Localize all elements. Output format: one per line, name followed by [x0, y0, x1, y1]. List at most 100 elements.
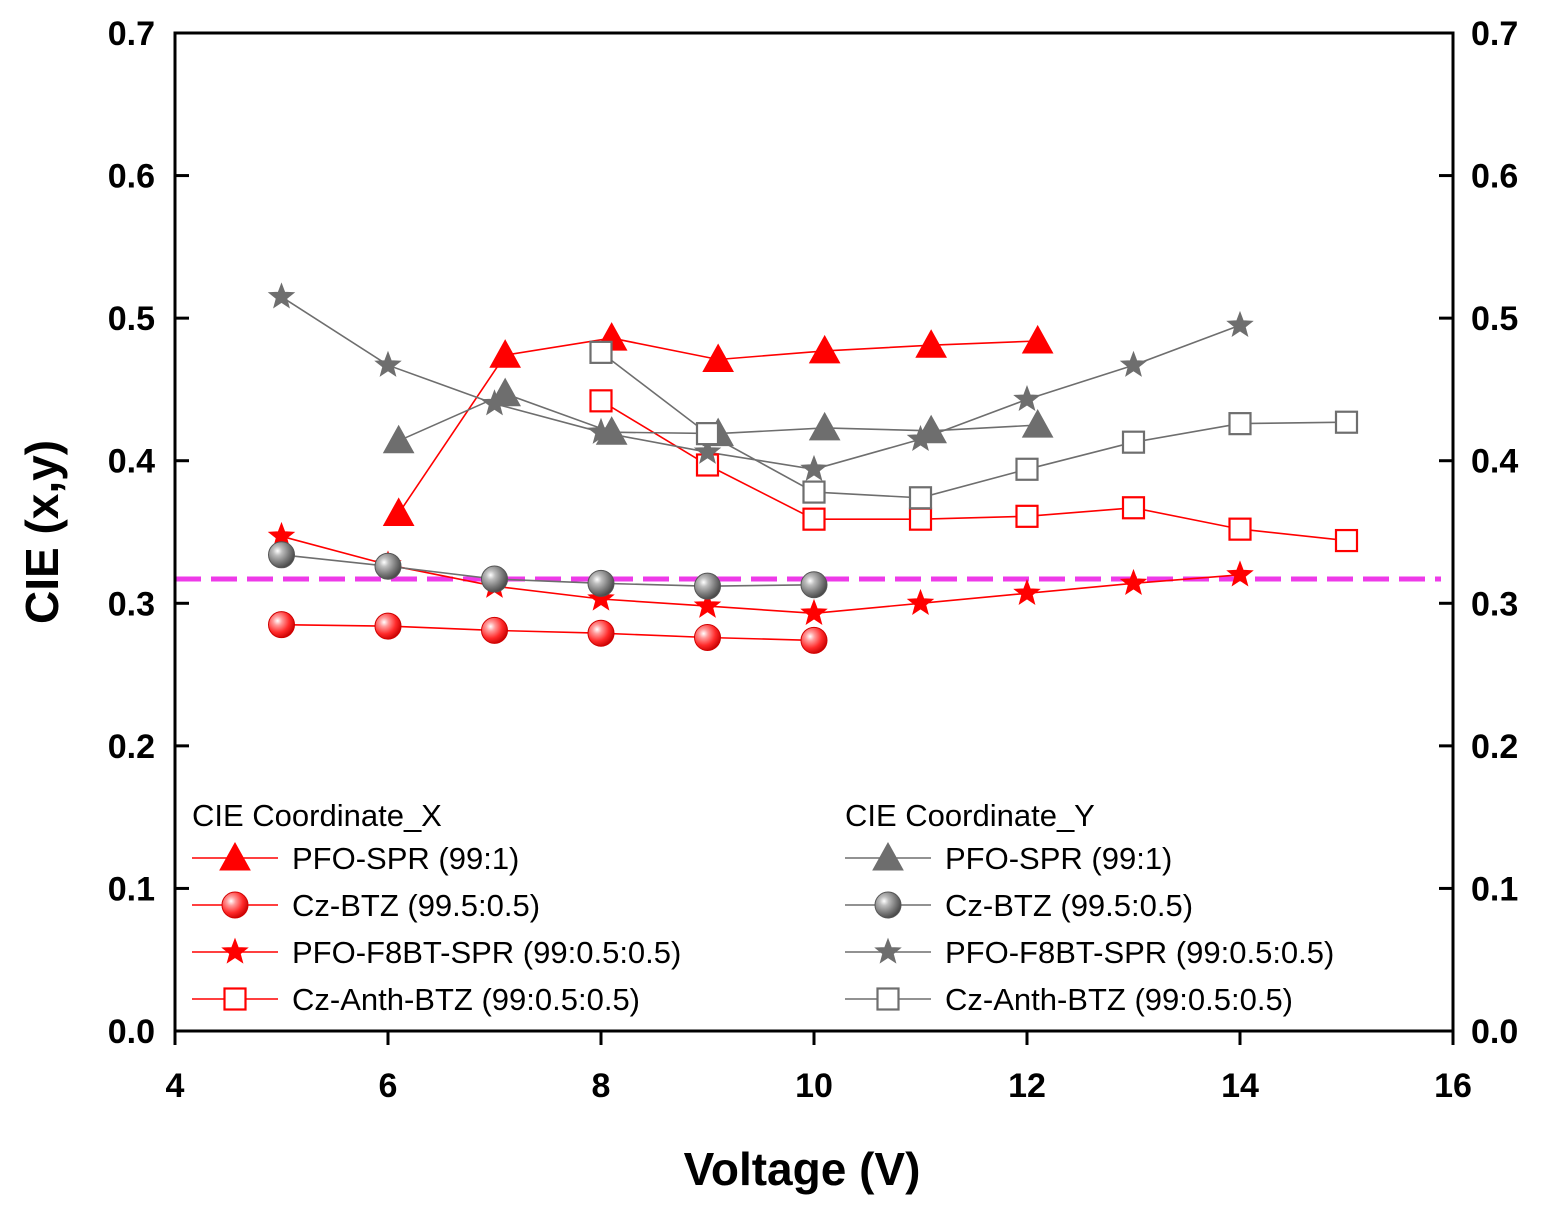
data-point-x-3	[908, 507, 933, 531]
data-point-y-6	[800, 454, 828, 481]
data-point-y-6	[374, 350, 402, 377]
y-tick-label-left: 0.0	[108, 1013, 155, 1051]
legend-marker	[876, 987, 900, 1011]
data-point-y-7	[1334, 410, 1359, 434]
legend-marker	[219, 841, 251, 871]
legend-label-x-0: PFO-SPR (99:1)	[292, 841, 519, 876]
x-tick-label: 6	[379, 1067, 398, 1105]
data-point-x-1	[374, 612, 402, 640]
data-point-x-1	[481, 616, 508, 644]
x-tick-label: 10	[795, 1067, 833, 1105]
y-tick-label-left: 0.5	[108, 300, 155, 338]
data-point-x-2	[587, 584, 615, 611]
data-point-x-1	[800, 626, 828, 654]
x-tick-label: 14	[1221, 1067, 1259, 1105]
data-point-y-4	[382, 424, 415, 454]
data-point-y-5	[374, 552, 402, 580]
y-tick-label-left: 0.1	[108, 870, 155, 908]
data-point-y-4	[808, 411, 841, 441]
data-point-x-3	[802, 507, 826, 531]
data-point-x-3	[1228, 517, 1252, 541]
legend-marker	[874, 937, 902, 964]
legend-label-y-2: PFO-F8BT-SPR (99:0.5:0.5)	[945, 935, 1334, 970]
data-point-x-0	[702, 343, 734, 372]
data-point-y-5	[587, 569, 615, 597]
legend-marker	[221, 937, 249, 964]
data-point-y-6	[1013, 384, 1041, 412]
data-point-y-7	[1015, 457, 1039, 481]
data-point-y-6	[693, 437, 722, 464]
data-point-x-3	[1121, 496, 1146, 520]
x-axis-title: Voltage (V)	[684, 1143, 921, 1195]
data-point-y-6	[587, 417, 615, 444]
y-tick-label-right: 0.1	[1471, 870, 1518, 908]
y-axis-left: 0.0 0.1 0.2 0.3 0.4 0.5 0.6 0.7	[108, 15, 189, 1051]
data-point-x-2	[800, 598, 828, 625]
data-point-x-0	[382, 497, 415, 526]
y-tick-label-left: 0.7	[108, 15, 155, 53]
data-point-x-2	[906, 588, 935, 615]
legend: CIE Coordinate_X CIE Coordinate_Y PFO-SP…	[192, 798, 1334, 1017]
data-point-y-7	[1121, 430, 1146, 454]
y-axis-right: 0.0 0.1 0.2 0.3 0.4 0.5 0.6 0.7	[1439, 15, 1518, 1051]
y-tick-label-right: 0.6	[1471, 158, 1518, 196]
data-point-x-1	[587, 619, 615, 647]
series-markers-layer	[267, 282, 1359, 654]
y-tick-label-right: 0.3	[1471, 585, 1518, 623]
series-line-y-5	[281, 554, 815, 588]
legend-label-x-3: Cz-Anth-BTZ (99:0.5:0.5)	[292, 982, 640, 1017]
x-tick-label: 12	[1008, 1067, 1046, 1105]
data-point-x-1	[268, 611, 295, 639]
y-tick-label-left: 0.6	[108, 158, 155, 196]
data-point-y-7	[589, 340, 613, 364]
data-point-x-0	[808, 334, 841, 364]
series-line-x-2	[281, 535, 1241, 615]
data-point-y-7	[802, 480, 826, 504]
legend-label-x-2: PFO-F8BT-SPR (99:0.5:0.5)	[292, 935, 681, 970]
data-point-y-5	[800, 571, 828, 599]
data-point-x-0	[489, 339, 521, 368]
data-point-x-2	[693, 591, 722, 618]
data-point-x-3	[589, 389, 613, 413]
series-line-x-1	[281, 623, 815, 642]
y-tick-label-right: 0.2	[1471, 728, 1518, 766]
y-tick-label-left: 0.4	[108, 443, 155, 481]
y-tick-label-left: 0.3	[108, 585, 155, 623]
data-point-y-4	[1021, 409, 1054, 438]
data-point-y-6	[1226, 310, 1254, 337]
data-point-x-0	[1021, 324, 1054, 354]
data-point-x-0	[915, 329, 947, 358]
series-line-x-3	[600, 400, 1347, 542]
legend-label-y-0: PFO-SPR (99:1)	[945, 841, 1172, 876]
x-tick-label: 8	[592, 1067, 611, 1105]
data-point-y-6	[906, 424, 935, 451]
legend-label-y-1: Cz-BTZ (99.5:0.5)	[945, 888, 1193, 923]
legend-marker	[872, 841, 904, 871]
legend-group-title-y: CIE Coordinate_Y	[845, 798, 1095, 833]
data-point-y-5	[694, 572, 721, 600]
data-point-y-6	[1119, 350, 1148, 377]
data-point-x-2	[1119, 568, 1148, 595]
series-line-y-6	[281, 296, 1241, 471]
legend-label-y-3: Cz-Anth-BTZ (99:0.5:0.5)	[945, 982, 1293, 1017]
data-point-x-2	[1013, 578, 1041, 605]
data-point-y-7	[695, 422, 720, 446]
x-axis: 4 6 8 10 12 14 16	[166, 1031, 1472, 1105]
data-point-y-7	[908, 486, 933, 510]
data-point-y-6	[267, 282, 296, 309]
y-tick-label-right: 0.0	[1471, 1013, 1518, 1051]
legend-group-title-x: CIE Coordinate_X	[192, 798, 442, 833]
data-point-x-3	[1334, 528, 1359, 553]
legend-marker	[221, 891, 249, 919]
data-point-x-1	[694, 624, 721, 652]
legend-label-x-1: Cz-BTZ (99.5:0.5)	[292, 888, 540, 923]
y-tick-label-right: 0.7	[1471, 15, 1518, 53]
data-point-x-2	[1226, 560, 1254, 587]
y-tick-label-left: 0.2	[108, 728, 155, 766]
data-point-y-6	[480, 389, 509, 416]
legend-marker	[223, 987, 247, 1011]
y-axis-title: CIE (x,y)	[16, 440, 68, 624]
y-tick-label-right: 0.5	[1471, 300, 1518, 338]
data-point-y-5	[481, 565, 508, 593]
